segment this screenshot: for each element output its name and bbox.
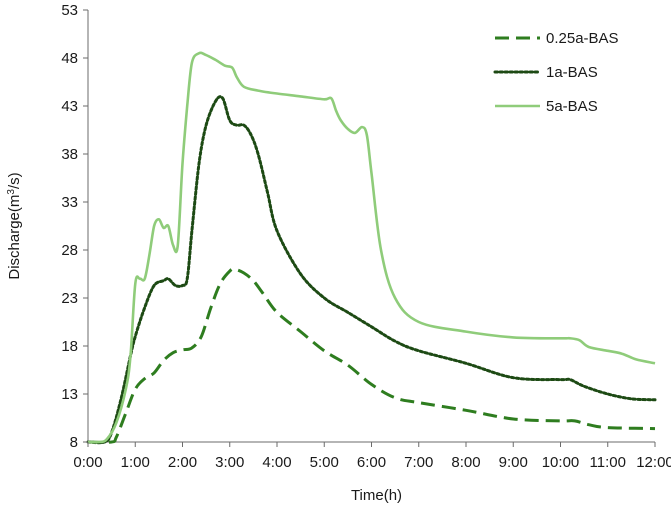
series-lines <box>86 51 657 445</box>
x-tick-label: 3:00 <box>215 454 244 471</box>
y-tick-label: 53 <box>61 2 78 19</box>
y-tick-label: 33 <box>61 194 78 211</box>
y-tick-label: 18 <box>61 338 78 355</box>
legend-label: 0.25a-BAS <box>546 30 619 47</box>
y-axis-title: Discharge(m3/s) <box>6 172 23 279</box>
y-axis-title-suffix: /s) <box>6 172 23 189</box>
y-axis-title-superscript: 3 <box>6 189 17 195</box>
x-tick-label: 5:00 <box>310 454 339 471</box>
x-tick-label: 7:00 <box>404 454 433 471</box>
x-axis-title: Time(h) <box>351 487 402 504</box>
x-tick-label: 2:00 <box>168 454 197 471</box>
x-tick-label: 9:00 <box>499 454 528 471</box>
y-axis-ticks: 8 13 18 23 28 33 38 43 48 53 <box>61 2 88 451</box>
x-tick-label: 1:00 <box>121 454 150 471</box>
y-tick-label: 38 <box>61 146 78 163</box>
y-tick-label: 8 <box>70 434 78 451</box>
x-tick-label: 11:00 <box>590 454 626 471</box>
legend: 0.25a-BAS 1a-BAS 5a-BAS <box>493 30 619 115</box>
legend-label: 5a-BAS <box>546 98 598 115</box>
y-tick-label: 43 <box>61 98 78 115</box>
x-tick-label: 12:00 <box>636 454 671 471</box>
x-axis-ticks: 0:00 1:00 2:00 3:00 4:00 5:00 6:00 7:00 8:00 9:00… <box>73 442 671 471</box>
x-tick-label: 4:00 <box>262 454 291 471</box>
series-line-3 <box>87 51 656 444</box>
y-tick-label: 28 <box>61 242 78 259</box>
series-line-1 <box>87 267 656 444</box>
y-tick-label: 13 <box>61 386 78 403</box>
y-axis-title-prefix: Discharge(m <box>6 195 23 280</box>
x-tick-label: 0:00 <box>73 454 102 471</box>
x-tick-label: 10:00 <box>542 454 580 471</box>
y-tick-label: 48 <box>61 50 78 67</box>
x-tick-label: 8:00 <box>451 454 480 471</box>
legend-label: 1a-BAS <box>546 64 598 81</box>
y-tick-label: 23 <box>61 290 78 307</box>
series-line-2 <box>86 95 657 445</box>
x-tick-label: 6:00 <box>357 454 386 471</box>
